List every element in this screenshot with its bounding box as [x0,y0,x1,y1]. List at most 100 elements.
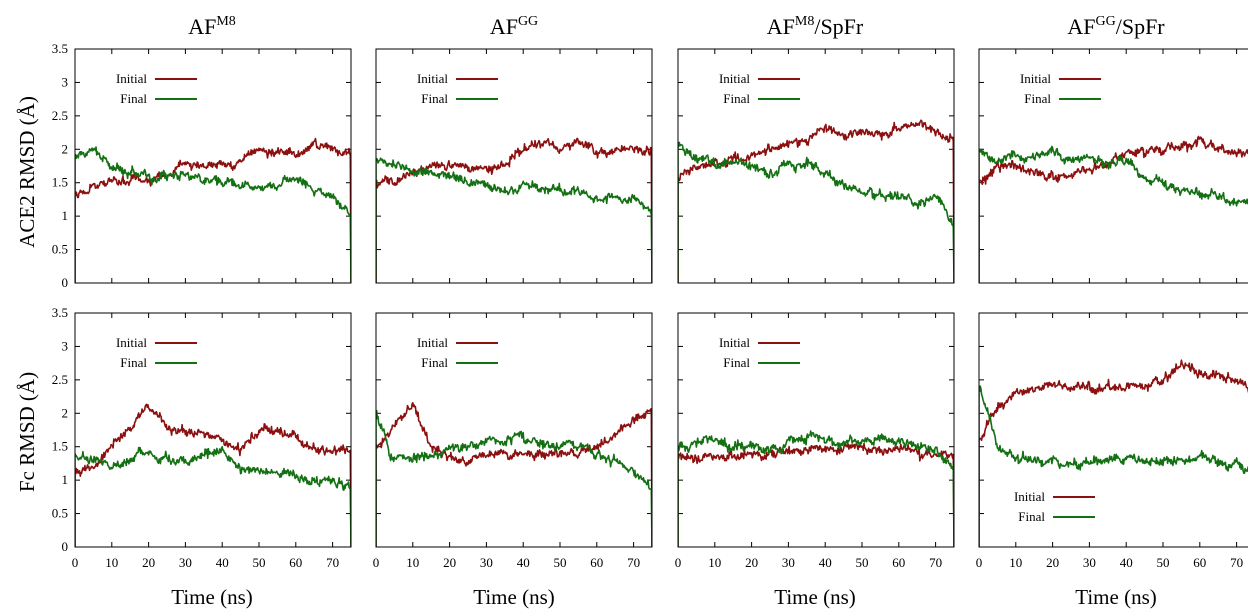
panel-1: Initial Final [375,48,653,284]
ytick-label: 3.5 [52,41,68,56]
series-line-final [979,385,1248,547]
panel-5: 0 10 20 30 40 50 60 70 Initial Final [373,312,653,570]
title-sup: M8 [216,14,235,29]
xtick-label: 50 [554,555,567,570]
ytick-label: 2 [62,141,69,156]
series-line-final [678,430,954,547]
xtick-label: 10 [1009,555,1022,570]
plot-frame [375,48,653,284]
panel-title-col-1: AFGG [490,14,538,39]
xtick-label: 30 [782,555,795,570]
panel-3: Initial Final [978,48,1248,284]
xtick-label: 20 [745,555,758,570]
legend-label-initial: Initial [417,71,448,86]
plot-frame [978,48,1248,284]
xtick-label: 60 [590,555,603,570]
ytick-label: 3 [62,74,69,89]
series-line-initial [75,137,351,283]
xtick-label: 60 [1193,555,1206,570]
panel-0: 0 0.5 1 1.5 2 2.5 3 3.5 Initial Final [52,41,352,290]
series-line-final [979,145,1248,283]
series-line-final [376,157,652,283]
panel-titles: AFM8 AFGG AFM8/SpFr AFGG/SpFr [188,14,1165,39]
xlabel-col-1: Time (ns) [473,585,555,609]
xtick-label: 50 [253,555,266,570]
ytick-label: 3 [62,338,69,353]
series-line-initial [979,359,1248,547]
legend-label-final: Final [723,355,750,370]
xtick-label: 40 [819,555,832,570]
panel-6: 0 10 20 30 40 50 60 70 Initial Final [675,312,955,570]
title-sup: M8 [795,14,814,29]
xlabel-col-2: Time (ns) [774,585,856,609]
panel-2: Initial Final [677,48,955,284]
legend-label-initial: Initial [1014,489,1045,504]
ytick-label: 2 [62,405,69,420]
panel-title-col-2: AFM8/SpFr [767,14,864,39]
xtick-label: 70 [627,555,640,570]
title-suffix: /SpFr [1116,14,1166,39]
title-base: AF [1067,14,1095,39]
ytick-label: 1 [62,472,69,487]
ytick-label: 1.5 [52,439,68,454]
xtick-label: 70 [1230,555,1243,570]
xtick-label: 0 [373,555,380,570]
xlabel-col-0: Time (ns) [171,585,253,609]
ylabel-group: ACE2 RMSD (Å) Fc RMSD (Å) [15,96,39,492]
ytick-label: 0.5 [52,506,68,521]
xtick-label: 20 [443,555,456,570]
ytick-label: 0.5 [52,242,68,257]
title-sup: GG [1095,14,1115,29]
xtick-label: 0 [72,555,79,570]
series-line-final [678,141,954,283]
xtick-label: 60 [289,555,302,570]
plot-frame [677,312,955,548]
legend-label-final: Final [723,91,750,106]
title-sup: GG [518,14,538,29]
ytick-label: 2.5 [52,108,68,123]
plot-frame [978,312,1248,548]
series-line-final [376,409,652,547]
series-line-final [75,446,351,547]
legend-label-initial: Initial [1020,71,1051,86]
series-line-initial [376,402,652,547]
ylabel-fc: Fc RMSD (Å) [15,372,39,492]
ytick-label: 2.5 [52,372,68,387]
xtick-label: 40 [517,555,530,570]
legend-label-initial: Initial [116,71,147,86]
xtick-label: 10 [406,555,419,570]
panel-title-col-0: AFM8 [188,14,236,39]
series-line-initial [678,442,954,547]
xtick-label: 0 [976,555,983,570]
series-line-final [75,146,351,283]
xtick-label: 70 [326,555,339,570]
series-line-initial [979,135,1248,283]
title-base: AF [490,14,518,39]
xtick-label: 10 [105,555,118,570]
xtick-label: 10 [708,555,721,570]
plot-frame [677,48,955,284]
xtick-label: 20 [1046,555,1059,570]
title-base: AF [767,14,795,39]
ytick-label: 1 [62,208,69,223]
legend-label-initial: Initial [719,335,750,350]
xtick-label: 50 [856,555,869,570]
legend-label-initial: Initial [719,71,750,86]
xtick-label: 30 [480,555,493,570]
legend-label-initial: Initial [417,335,448,350]
series-line-initial [75,403,351,547]
xtick-label: 70 [929,555,942,570]
xtick-label: 60 [892,555,905,570]
ytick-label: 3.5 [52,305,68,320]
panels-group: 0 0.5 1 1.5 2 2.5 3 3.5 Initial Final Initial Final… [52,41,1248,570]
series-line-initial [376,137,652,283]
legend-label-final: Final [1024,91,1051,106]
ytick-label: 0 [62,539,69,554]
xtick-label: 20 [142,555,155,570]
ylabel-ace2: ACE2 RMSD (Å) [15,96,39,248]
legend-label-final: Final [120,91,147,106]
legend-label-final: Final [421,91,448,106]
panel-7: 0 10 20 30 40 50 60 70 Initial Final [976,312,1248,570]
plot-frame [74,312,352,548]
